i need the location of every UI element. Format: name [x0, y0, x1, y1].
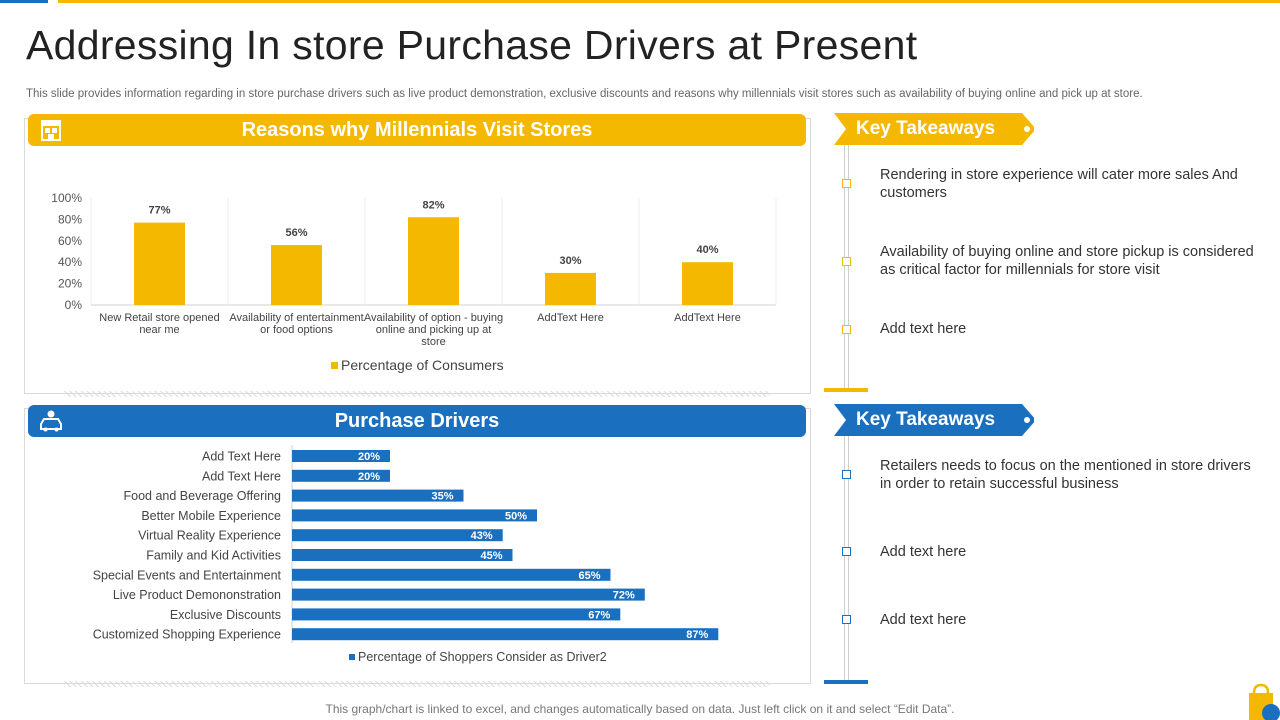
bar-value-label: 45%: [480, 550, 502, 562]
x-tick-label: New Retail store opened: [99, 312, 219, 324]
y-tick-label: 0%: [65, 298, 83, 312]
bar-value-label: 40%: [696, 244, 718, 256]
y-tick-label: Customized Shopping Experience: [93, 628, 281, 642]
takeaway-text: Add text here: [880, 321, 967, 337]
bottom-panel-title: Purchase Drivers: [334, 410, 500, 432]
bar: [292, 489, 464, 502]
key-takeaways-label-top: Key Takeaways: [856, 118, 996, 139]
x-tick-label: AddText Here: [674, 312, 741, 324]
takeaway-text: Rendering in store experience will cater…: [880, 167, 1238, 201]
top-panel-title: Reasons why Millennials Visit Stores: [241, 119, 593, 141]
bar: [545, 272, 596, 305]
bar: [408, 217, 459, 305]
takeaway-text: Retailers needs to focus on the mentione…: [880, 458, 1251, 492]
key-takeaways-label-bottom: Key Takeaways: [856, 409, 996, 430]
x-tick-label: AddText Here: [537, 312, 604, 324]
bar: [292, 529, 503, 542]
car-user-icon: [40, 410, 62, 432]
bar: [292, 450, 390, 462]
bar: [682, 262, 733, 305]
slide-subtitle: This slide provides information regardin…: [26, 88, 1143, 100]
bar: [292, 608, 621, 621]
bar-value-label: 67%: [588, 609, 610, 621]
chart-footnote: This graph/chart is linked to excel, and…: [325, 702, 955, 716]
key-takeaways-tag-bottom: [834, 404, 1034, 436]
bar-value-label: 20%: [358, 471, 380, 483]
y-tick-label: Virtual Reality Experience: [138, 529, 281, 543]
y-tick-label: 40%: [58, 255, 82, 269]
takeaway-text: Add text here: [880, 612, 967, 628]
x-tick-label: near me: [139, 324, 179, 336]
bar: [134, 222, 185, 305]
bar: [292, 588, 645, 601]
takeaway-marker: [842, 470, 851, 479]
takeaway-text: Add text here: [880, 544, 967, 560]
y-tick-label: 20%: [58, 277, 82, 291]
bar: [292, 568, 611, 581]
legend-swatch: [331, 362, 338, 369]
legend-swatch: [349, 654, 355, 660]
takeaways-bar-top: [824, 388, 868, 392]
bar-value-label: 82%: [422, 199, 444, 211]
takeaways-bar-bottom: [824, 680, 868, 684]
bar-value-label: 20%: [358, 451, 380, 463]
bar: [271, 245, 322, 305]
takeaway-marker: [842, 179, 851, 188]
legend-label: Percentage of Consumers: [341, 357, 504, 373]
key-takeaways-label-top-wrap: Key Takeaways: [834, 113, 1034, 145]
top-panel-shadow: [64, 391, 770, 397]
y-tick-label: Exclusive Discounts: [170, 608, 281, 622]
bar-value-label: 72%: [613, 590, 635, 602]
store-icon: [41, 120, 61, 141]
y-tick-label: Better Mobile Experience: [141, 509, 281, 523]
bar-value-label: 77%: [148, 205, 170, 217]
y-tick-label: 80%: [58, 212, 82, 226]
legend-label: Percentage of Shoppers Consider as Drive…: [358, 650, 607, 664]
bar-value-label: 56%: [285, 227, 307, 239]
bar-value-label: 30%: [559, 255, 581, 267]
bar: [292, 509, 537, 522]
takeaway-marker: [842, 257, 851, 266]
takeaways-line-top: [844, 145, 849, 390]
top-panel-header: Reasons why Millennials Visit Stores: [28, 114, 806, 146]
slide-title: Addressing In store Purchase Drivers at …: [26, 22, 918, 68]
key-takeaways-tag-top: [834, 113, 1034, 145]
top-accent-blue: [0, 0, 48, 3]
y-tick-label: Live Product Demononstration: [113, 588, 281, 602]
bar-value-label: 87%: [686, 629, 708, 641]
takeaway-marker: [842, 615, 851, 624]
y-tick-label: Special Events and Entertainment: [93, 568, 282, 582]
reasons-bar-chart: 0% 20% 40% 60% 80% 100% 77% New Retail store op…: [51, 191, 777, 373]
x-tick-label: store: [421, 336, 445, 348]
x-tick-label: or food options: [260, 324, 333, 336]
bar: [292, 628, 719, 641]
bar-value-label: 50%: [505, 510, 527, 522]
key-takeaways-label-bottom-wrap: Key Takeaways: [834, 404, 1034, 436]
takeaway-marker: [842, 325, 851, 334]
y-tick-label: 60%: [58, 234, 82, 248]
takeaway-marker: [842, 547, 851, 556]
bar: [292, 469, 390, 482]
y-tick-label: 100%: [51, 191, 82, 205]
x-tick-label: Availability of entertainment: [229, 312, 363, 324]
y-tick-label: Add Text Here: [202, 469, 281, 483]
shopping-bag-icon: [1249, 683, 1280, 720]
takeaways-line-bottom: [844, 436, 849, 680]
y-tick-label: Family and Kid Activities: [146, 549, 281, 563]
top-accent-yellow: [58, 0, 1280, 3]
bottom-panel-header: Purchase Drivers: [28, 405, 806, 437]
bar-value-label: 35%: [431, 491, 453, 503]
takeaway-text: Availability of buying online and store …: [880, 244, 1254, 278]
y-tick-label: Add Text Here: [202, 450, 281, 464]
y-tick-label: Food and Beverage Offering: [123, 489, 281, 503]
x-tick-label: Availability of option - buying: [364, 312, 503, 324]
purchase-drivers-chart: 20% Add Text Here 20% Add Text Here 35% Food …: [93, 445, 719, 664]
bar: [292, 549, 513, 561]
bar-value-label: 65%: [578, 570, 600, 582]
x-tick-label: online and picking up at: [376, 324, 492, 336]
bottom-panel-shadow: [64, 681, 770, 687]
bar-value-label: 43%: [471, 530, 493, 542]
